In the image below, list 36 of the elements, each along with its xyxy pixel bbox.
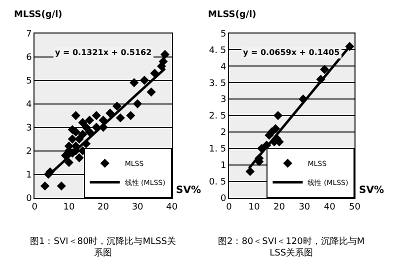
y-tick-label: 4 [26, 100, 32, 110]
x-tick-label: 20 [274, 202, 286, 213]
x-tick-label: 30 [132, 202, 144, 213]
x-tick-label: 40 [166, 202, 178, 213]
y-tick-label: 0 [26, 194, 32, 204]
x-tick-label: 50 [348, 202, 361, 213]
x-tick-label: 10 [248, 202, 260, 213]
y-tick-label: 1. 5 [208, 144, 226, 155]
x-tick-label: 30 [298, 202, 310, 213]
y-tick-label: 6 [26, 52, 32, 63]
y-tick-label: 0. 5 [208, 177, 226, 188]
annotation: y = 0.1321x + 0.5162 [55, 48, 152, 57]
y-tick-label: 3 [26, 123, 32, 134]
y-tick-label: 3. 5 [208, 78, 226, 89]
y-tick-label: 4. 5 [208, 46, 226, 56]
x-tick-label: 10 [63, 202, 75, 213]
y-tick-label: 1 [26, 170, 32, 180]
x-axis-title: SV% [176, 185, 201, 196]
y-tick-label: 3 [220, 95, 226, 106]
text: 图1：SVI＜80时，沉降比与MLSS关系图 [30, 236, 176, 259]
y-axis-title: MLSS(g/l) [208, 10, 256, 20]
x-tick-label: 40 [324, 202, 336, 213]
y-tick-label: 2 [220, 128, 226, 138]
y-tick-label: 7 [26, 29, 32, 40]
y-tick-label: 4 [220, 62, 226, 72]
x-axis-title: SV% [359, 185, 384, 196]
y-axis-title: MLSS(g/l) [14, 10, 62, 20]
y-tick-label: 1 [220, 161, 226, 172]
text: 图2：80＜SVI＜120时，沉降比与MLSS关系图 [218, 236, 365, 259]
y-tick-label: 5 [26, 76, 32, 86]
y-tick-label: 0 [220, 194, 226, 204]
y-tick-label: 2. 5 [208, 112, 226, 122]
y-tick-label: 2 [26, 146, 32, 157]
y-tick-label: 5 [220, 29, 226, 40]
annotation: y = 0.0659x + 0.1405 [243, 48, 340, 57]
x-tick-label: 20 [98, 202, 110, 213]
